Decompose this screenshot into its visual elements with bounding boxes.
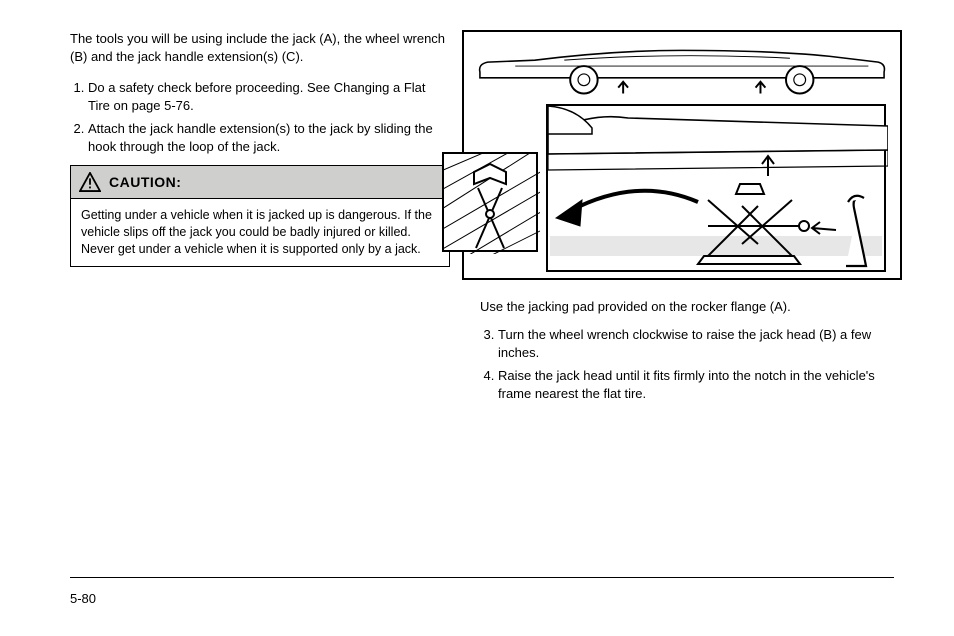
right-column: Use the jacking pad provided on the rock… (480, 30, 880, 412)
manual-page: The tools you will be using include the … (0, 0, 954, 636)
instruction-figure (462, 30, 902, 280)
figure-caption: Use the jacking pad provided on the rock… (480, 298, 880, 316)
caution-title: CAUTION: (109, 174, 181, 190)
right-paragraphs: Use the jacking pad provided on the rock… (480, 298, 880, 402)
lead-paragraph: The tools you will be using include the … (70, 30, 450, 65)
list-item: Do a safety check before proceeding. See… (88, 79, 450, 114)
footer-rule (70, 577, 894, 578)
list-item: Attach the jack handle extension(s) to t… (88, 120, 450, 155)
left-column: The tools you will be using include the … (70, 30, 450, 267)
caution-body: Getting under a vehicle when it is jacke… (71, 199, 449, 266)
page-number: 5-80 (70, 591, 96, 606)
list-item: Raise the jack head until it fits firmly… (498, 367, 880, 402)
jack-closeup (442, 152, 538, 252)
car-side-view (476, 42, 888, 96)
warning-icon (79, 172, 101, 192)
caution-box: CAUTION: Getting under a vehicle when it… (70, 165, 450, 267)
caution-header: CAUTION: (71, 166, 449, 199)
list-item: Turn the wheel wrench clockwise to raise… (498, 326, 880, 361)
steps-list-right: Turn the wheel wrench clockwise to raise… (480, 326, 880, 402)
steps-list-left: Do a safety check before proceeding. See… (70, 79, 450, 155)
jack-panel (546, 104, 886, 272)
